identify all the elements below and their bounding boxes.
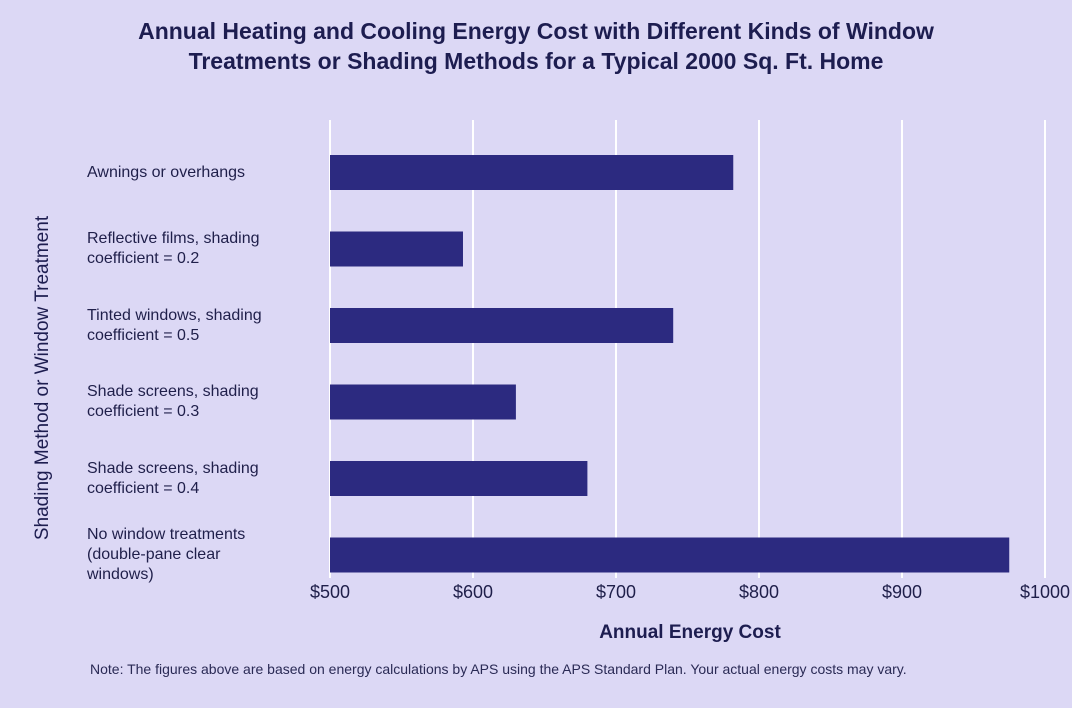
category-label-0-line-0: Awnings or overhangs	[87, 163, 246, 181]
category-label-2: Tinted windows, shading coefficient = 0.5	[87, 306, 317, 346]
x-tick-label-4: $900	[881, 582, 923, 602]
category-label-4: Shade screens, shading coefficient = 0.4	[87, 459, 317, 499]
chart-title-line-2: Treatments or Shading Methods for a Typi…	[188, 48, 884, 74]
category-label-3: Shade screens, shading coefficient = 0.3	[87, 382, 317, 422]
bar-5	[330, 537, 1010, 573]
chart-title-line-1: Annual Heating and Cooling Energy Cost w…	[138, 18, 934, 44]
category-label-2-line-1: coefficient = 0.5	[87, 326, 200, 344]
category-label-5-line-2: windows)	[87, 566, 154, 583]
x-tick-label-3: $800	[738, 582, 780, 602]
bar-1	[330, 231, 463, 267]
x-tick-label-1: $600	[452, 582, 494, 602]
category-label-1-line-1: coefficient = 0.2	[87, 250, 200, 267]
category-label-1-line-0: Reflective films, shading	[87, 230, 260, 247]
bar-4	[330, 461, 588, 496]
category-label-2-line-0: Tinted windows, shading	[87, 306, 262, 324]
x-axis-label: Annual Energy Cost	[599, 622, 781, 643]
category-label-3-line-0: Shade screens, shading	[87, 383, 259, 400]
category-label-4-line-1: coefficient = 0.4	[87, 479, 200, 497]
category-label-4-line-0: Shade screens, shading	[87, 459, 259, 477]
category-label-0: Awnings or overhangs	[87, 163, 317, 183]
category-label-1: Reflective films, shading coefficient = 0…	[87, 229, 317, 269]
bar-3	[330, 384, 516, 420]
category-label-5-line-1: (double-pane clear	[87, 546, 221, 563]
x-tick-label-2: $700	[595, 582, 637, 602]
category-label-5-line-0: No window treatments	[87, 526, 246, 543]
y-axis-label: Shading Method or Window Treatment	[32, 215, 53, 541]
x-tick-label-5: $1000	[1019, 582, 1071, 602]
bar-2	[330, 308, 674, 343]
category-label-5: No window treatments (double-pane clear wi…	[87, 525, 317, 585]
bar-0	[330, 155, 734, 190]
footnote: Note: The figures above are based on ene…	[90, 661, 907, 677]
category-label-3-line-1: coefficient = 0.3	[87, 403, 200, 420]
x-tick-label-0: $500	[309, 582, 351, 602]
